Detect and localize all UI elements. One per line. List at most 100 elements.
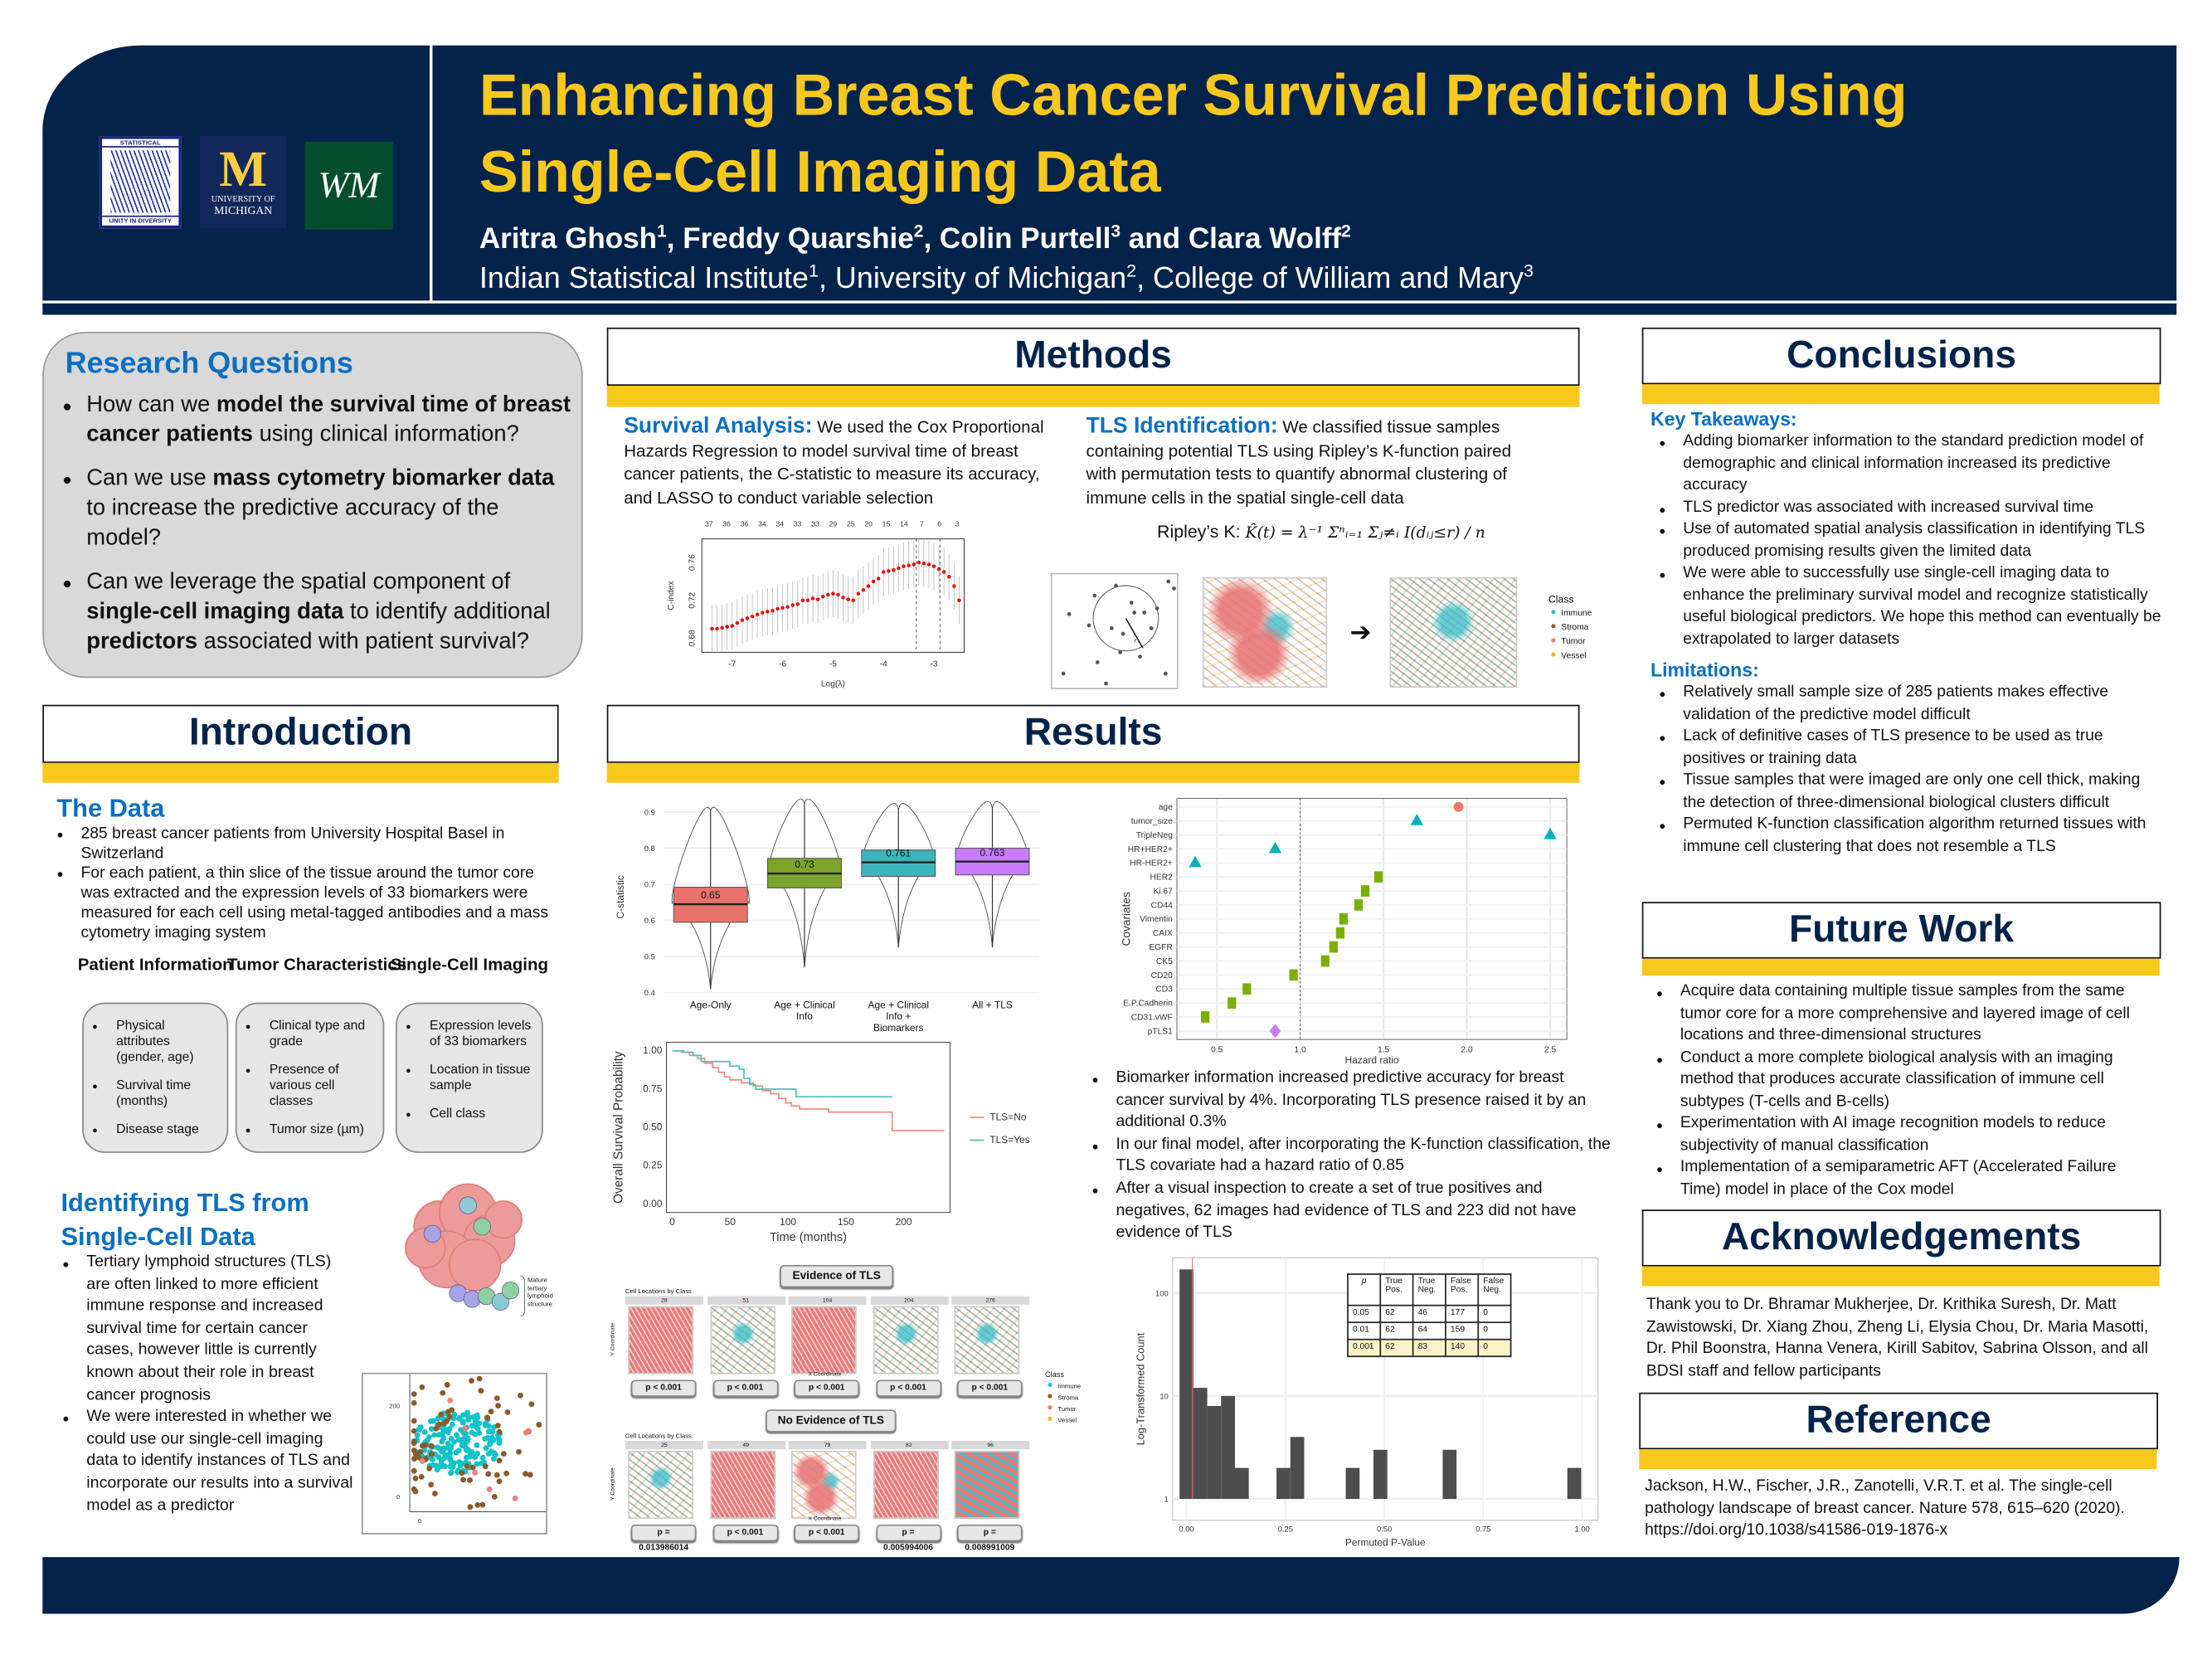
question-text: to increase the predictive accuracy of t… — [86, 496, 499, 551]
immune-cell-point — [470, 1451, 477, 1457]
tumor-cell-point — [512, 1496, 518, 1501]
covariate-label: CAIX — [1153, 929, 1173, 938]
affiliation-superscript: 3 — [1523, 260, 1534, 281]
immune-cell-point — [454, 1432, 459, 1438]
tissue-cell-map-after — [1389, 577, 1518, 688]
author-superscript: 2 — [1341, 221, 1351, 241]
immune-cell-point — [435, 1415, 441, 1422]
identifying-tls-list: Tertiary lymphoid structures (TLS) are o… — [62, 1253, 352, 1518]
data-category-heading: Patient Information — [77, 954, 233, 975]
tick-label: 33 — [811, 519, 819, 528]
category-label-wrap: All + TLS — [972, 1001, 1013, 1011]
tls-identification-text: TLS Identification: We classified tissue… — [1086, 415, 1519, 509]
future-work-band — [1641, 958, 2160, 976]
cv-point — [952, 584, 956, 588]
tick-label: 6 — [937, 519, 941, 528]
table-row: 0.01 62 64 159 0 — [1347, 1321, 1512, 1340]
plot-title: Cell Locations by Class — [625, 1287, 692, 1295]
covariate-label: tumor_size — [1131, 817, 1173, 826]
stroma-cell-point — [411, 1428, 417, 1434]
cell-point — [1138, 654, 1142, 659]
tick-label: 0.00 — [1179, 1524, 1194, 1533]
cv-point — [745, 616, 750, 620]
list-item: Acquire data containing multiple tissue … — [1656, 981, 2156, 1047]
tick-label: 1.5 — [1378, 1046, 1390, 1055]
survival-analysis-text: Survival Analysis: We used the Cox Propo… — [624, 415, 1056, 509]
tick-label: 0.7 — [644, 879, 655, 888]
hazard-point — [1329, 941, 1338, 953]
future-work-header: Future Work — [1641, 902, 2161, 959]
ripley-radius-circle — [1092, 585, 1159, 652]
author-name: and Clara Wolff — [1121, 222, 1342, 255]
list-item: Physical attributes (gender, age) — [92, 1018, 221, 1064]
immune-cell-point — [476, 1430, 483, 1436]
y-axis-label: Y Coordinate — [608, 1467, 616, 1501]
umich-logo: M UNIVERSITY OF MICHIGAN — [200, 136, 287, 229]
cv-point — [841, 596, 845, 600]
isi-logo-motto: UNITY IN DIVERSITY — [102, 215, 179, 224]
histogram-bar — [1207, 1405, 1222, 1499]
legend-item: Stroma — [1045, 1393, 1081, 1404]
stroma-cell-point — [411, 1391, 417, 1398]
cv-point — [826, 592, 830, 597]
affiliation-superscript: 1 — [808, 260, 819, 281]
tick-label: 36 — [722, 519, 731, 528]
cv-point — [907, 563, 911, 567]
tick-label: -7 — [728, 660, 736, 669]
data-category-heading: Single-Cell Imaging — [390, 954, 549, 975]
hazard-point — [1339, 912, 1349, 925]
question-text: Can we leverage the spatial component of — [86, 570, 511, 595]
poster-title: Enhancing Breast Cancer Survival Predict… — [479, 56, 2152, 210]
cv-point — [926, 562, 931, 567]
acknowledgements-band — [1641, 1266, 2160, 1287]
immune-cell — [459, 1196, 477, 1214]
cv-point — [725, 625, 729, 629]
list-item: Presence of various cell classes — [246, 1062, 377, 1108]
immune-cell-point — [448, 1470, 454, 1477]
table-cell: 62 — [1379, 1338, 1414, 1358]
tls-cell-scatter: 200 0 0 — [361, 1372, 547, 1535]
immune-cell-point — [459, 1419, 466, 1426]
cell-point — [1149, 625, 1154, 630]
tick-label: 10 — [1159, 1391, 1168, 1400]
immune-cell-point — [430, 1418, 437, 1424]
stroma-cell-point — [485, 1471, 492, 1477]
immune-cell-point — [483, 1445, 489, 1452]
legend-dot-icon — [1048, 1416, 1053, 1422]
author-superscript: 2 — [913, 221, 924, 241]
p-value-label: p < 0.001 — [794, 1524, 860, 1542]
list-item: We were interested in whether we could u… — [62, 1407, 352, 1517]
cell-point — [1129, 601, 1134, 605]
wm-cipher-icon: WM — [318, 164, 380, 206]
tick-label: -5 — [829, 660, 837, 669]
class-legend: Class Immune Stroma Tumor Vessel — [1548, 593, 1592, 664]
stroma-cell-point — [444, 1382, 450, 1388]
y-axis-label: Y Coordinate — [608, 1322, 616, 1356]
table-cell: 140 — [1445, 1338, 1480, 1358]
stroma-cell-point — [464, 1463, 470, 1469]
median-label: 0.73 — [795, 859, 814, 870]
cv-point — [921, 562, 926, 566]
tumor-cell-point — [447, 1397, 454, 1404]
category-label: Age + Clinical Info + Biomarkers — [868, 1000, 930, 1034]
legend-label: Stroma — [1561, 624, 1589, 633]
stroma-cell-point — [411, 1418, 417, 1424]
tick-label: 37 — [705, 519, 713, 528]
histogram-bar — [1193, 1388, 1208, 1499]
cv-point — [957, 598, 961, 602]
p-value-label: p < 0.001 — [794, 1379, 860, 1397]
cv-point — [836, 592, 840, 597]
p-value-label: p < 0.001 — [712, 1524, 778, 1542]
tls-identification-body: We classified tissue samples containing … — [1086, 416, 1512, 508]
cell-point — [1067, 611, 1072, 616]
cv-point — [715, 626, 719, 631]
tick-label: 200 — [896, 1216, 912, 1228]
cv-point — [810, 596, 815, 601]
question-text: Can we use — [86, 466, 213, 491]
class-legend-evidence: Class Immune Stroma Tumor Vessel — [1045, 1370, 1081, 1426]
legend-dot-icon — [1551, 638, 1556, 643]
histogram-bar — [1290, 1437, 1305, 1499]
immune-cell-point — [496, 1440, 503, 1446]
footer-banner — [42, 1557, 2180, 1614]
covariate-label: HER2 — [1150, 873, 1173, 883]
